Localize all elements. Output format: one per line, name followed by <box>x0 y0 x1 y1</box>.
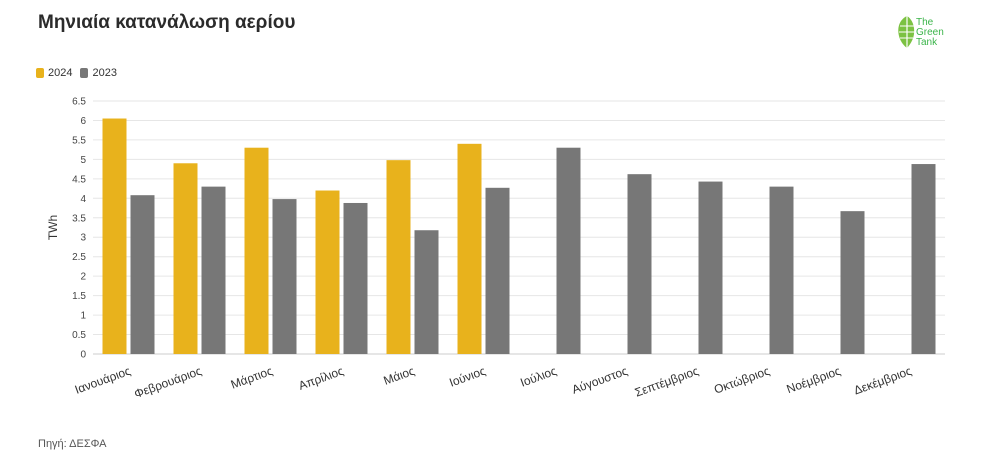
source-note: Πηγή: ΔΕΣΦΑ <box>38 438 107 450</box>
bar-2023-5 <box>414 230 439 354</box>
x-tick-label: Μάρτιος <box>229 364 275 392</box>
bar-2023-4 <box>343 202 368 354</box>
bar-2023-11 <box>840 211 865 354</box>
bar-2024-4 <box>315 190 340 354</box>
chart-title: Μηνιαία κατανάλωση αερίου <box>38 12 296 33</box>
x-tick-label: Ιανουάριος <box>73 364 133 397</box>
legend-label-2024: 2024 <box>48 67 73 79</box>
y-tick-label: 3 <box>80 233 86 244</box>
x-tick-label: Σεπτέμβριος <box>633 364 701 400</box>
y-tick-label: 5.5 <box>72 135 86 146</box>
leaf-logo-icon <box>898 15 915 48</box>
x-tick-label: Νοέμβριος <box>785 364 843 397</box>
y-tick-label: 0.5 <box>72 330 86 341</box>
x-tick-label: Μάιος <box>382 364 417 388</box>
legend: 2024 2023 <box>36 67 125 79</box>
bar-2024-5 <box>386 160 411 354</box>
x-tick-label: Απρίλιος <box>297 364 346 393</box>
bar-2023-3 <box>272 199 297 354</box>
x-tick-label: Ιούλιος <box>518 364 558 390</box>
bar-2023-8 <box>627 174 652 354</box>
y-tick-label: 4 <box>80 194 86 205</box>
bar-2023-6 <box>485 187 510 354</box>
x-tick-label: Αύγουστος <box>570 364 630 397</box>
legend-item-2024[interactable]: 2024 <box>36 67 72 79</box>
x-tick-label: Οκτώβριος <box>712 364 772 397</box>
bar-2024-3 <box>244 147 269 354</box>
legend-swatch-2023 <box>80 68 89 78</box>
y-tick-label: 0 <box>80 350 86 361</box>
y-tick-label: 2 <box>80 272 86 283</box>
bar-2024-1 <box>102 118 127 354</box>
y-axis-label: TWh <box>46 215 60 240</box>
y-tick-label: 5 <box>80 155 86 166</box>
bar-2024-2 <box>173 163 198 354</box>
bar-2023-9 <box>698 181 723 354</box>
y-tick-label: 3.5 <box>72 213 86 224</box>
logo-text: The Green Tank <box>916 17 944 48</box>
y-tick-label: 2.5 <box>72 252 86 263</box>
bar-2023-12 <box>911 164 936 354</box>
legend-swatch-2024 <box>36 68 44 78</box>
y-tick-label: 1.5 <box>72 291 86 302</box>
bar-2023-1 <box>130 195 155 354</box>
x-tick-label: Ιούνιος <box>447 364 487 390</box>
y-tick-label: 1 <box>80 311 86 322</box>
green-tank-logo: The Green Tank <box>896 14 956 54</box>
bar-2023-10 <box>769 186 794 354</box>
y-tick-label: 6.5 <box>72 97 86 108</box>
x-tick-label: Φεβρουάριος <box>132 364 203 401</box>
legend-item-2023[interactable]: 2023 <box>80 67 117 79</box>
bar-2024-6 <box>457 143 482 354</box>
x-tick-label: Δεκέμβριος <box>852 364 914 398</box>
legend-label-2023: 2023 <box>92 67 117 79</box>
y-tick-label: 6 <box>80 116 86 127</box>
bar-2023-7 <box>556 147 581 354</box>
y-tick-label: 4.5 <box>72 174 86 185</box>
bar-2023-2 <box>201 186 226 354</box>
